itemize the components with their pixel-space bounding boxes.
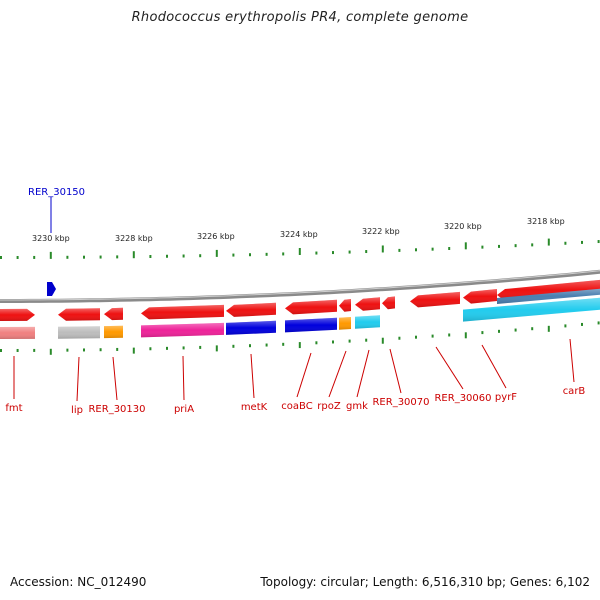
- scale-label: 3222 kbp: [362, 227, 400, 236]
- gene-label[interactable]: rpoZ: [317, 401, 341, 412]
- scale-label: 3228 kbp: [115, 234, 153, 243]
- gene-feature-shade: [0, 308, 35, 321]
- gene-features: [0, 279, 600, 339]
- leader-line: [389, 348, 402, 394]
- label-leader-lines: [13, 338, 575, 402]
- gene-label[interactable]: priA: [174, 404, 194, 415]
- gene-feature-shade: [382, 296, 395, 310]
- leader-line: [182, 355, 185, 401]
- gene-label[interactable]: RER_30130: [88, 404, 145, 415]
- scale-label: 3230 kbp: [32, 234, 70, 243]
- leader-line: [356, 349, 370, 398]
- gene-feature-shade: [141, 322, 224, 338]
- leader-line: [250, 353, 255, 399]
- gene-label[interactable]: coaBC: [281, 401, 312, 412]
- scale-label: 3226 kbp: [197, 232, 235, 241]
- gene-feature-shade: [339, 299, 351, 312]
- gene-label[interactable]: lip: [71, 405, 83, 416]
- marker-group: RER_30150: [28, 187, 85, 296]
- leader-line: [76, 356, 80, 402]
- gene-feature-shade: [285, 317, 337, 333]
- gene-feature-shade: [58, 308, 100, 321]
- leader-line: [481, 344, 507, 389]
- leader-line: [112, 356, 118, 401]
- gene-feature-shade: [355, 315, 380, 329]
- accession: Accession: NC_012490: [10, 575, 147, 589]
- marker-label[interactable]: RER_30150: [28, 187, 85, 198]
- scale-label: 3218 kbp: [527, 217, 565, 226]
- gene-labels: fmt lip RER_30130 priA metK coaBC rpoZ gmk RER_3…: [5, 386, 585, 416]
- gene-feature-shade: [0, 326, 35, 339]
- gene-feature-shade: [463, 297, 600, 322]
- scale-labels: 3230 kbp 3228 kbp 3226 kbp 3224 kbp 3222 kbp…: [32, 217, 565, 243]
- gene-feature-shade: [226, 320, 276, 335]
- leader-line: [435, 346, 464, 390]
- gene-feature-shade: [104, 325, 123, 339]
- gene-feature-shade: [141, 304, 224, 320]
- genome-summary: Topology: circular; Length: 6,516,310 bp…: [260, 575, 590, 589]
- scale-ticks-top: [0, 238, 600, 259]
- gene-feature-shade: [104, 307, 123, 321]
- gene-label[interactable]: fmt: [5, 403, 22, 414]
- gene-label[interactable]: gmk: [346, 401, 368, 412]
- leader-line: [296, 352, 312, 398]
- gene-feature-shade: [339, 317, 351, 330]
- scale-ticks-bottom: [0, 321, 600, 355]
- gene-feature-shade: [497, 288, 600, 304]
- scale-label: 3220 kbp: [444, 222, 482, 231]
- gene-label[interactable]: RER_30060: [434, 393, 491, 404]
- gene-label[interactable]: carB: [563, 386, 586, 397]
- gene-feature-shade: [285, 299, 337, 315]
- genome-title: Rhodococcus erythropolis PR4, complete g…: [131, 10, 469, 25]
- genome-backbone: [0, 269, 600, 303]
- gene-feature-shade: [226, 302, 276, 317]
- gene-label[interactable]: metK: [241, 402, 268, 413]
- gene-feature-shade: [355, 297, 380, 311]
- gene-feature-shade: [463, 289, 497, 304]
- marker-arrow-icon[interactable]: [47, 282, 56, 296]
- leader-line: [569, 338, 575, 383]
- gene-feature-shade: [410, 291, 460, 308]
- leader-line: [328, 350, 347, 398]
- gene-label[interactable]: RER_30070: [372, 397, 429, 408]
- gene-label[interactable]: pyrF: [495, 392, 517, 403]
- genome-backbone-highlight: [0, 270, 600, 301]
- scale-label: 3224 kbp: [280, 230, 318, 239]
- gene-feature-shade: [58, 326, 100, 339]
